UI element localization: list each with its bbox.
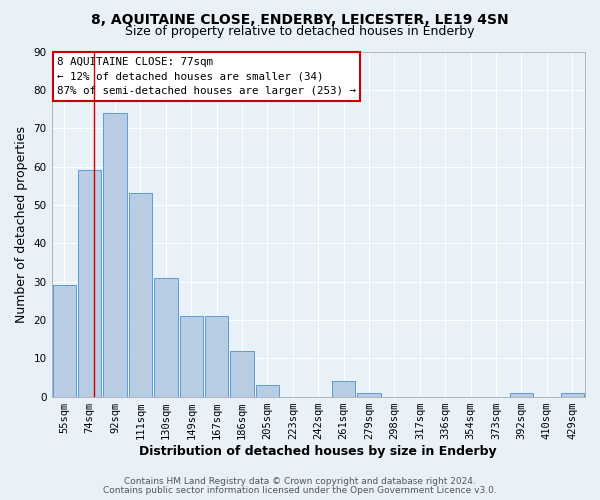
Y-axis label: Number of detached properties: Number of detached properties	[15, 126, 28, 322]
Bar	[78, 170, 101, 396]
Text: Contains public sector information licensed under the Open Government Licence v3: Contains public sector information licen…	[103, 486, 497, 495]
Bar	[510, 392, 533, 396]
Bar	[560, 392, 584, 396]
Text: 8, AQUITAINE CLOSE, ENDERBY, LEICESTER, LE19 4SN: 8, AQUITAINE CLOSE, ENDERBY, LEICESTER, …	[91, 12, 509, 26]
Text: Contains HM Land Registry data © Crown copyright and database right 2024.: Contains HM Land Registry data © Crown c…	[124, 477, 476, 486]
Bar	[332, 381, 355, 396]
Bar	[358, 392, 381, 396]
Text: 8 AQUITAINE CLOSE: 77sqm
← 12% of detached houses are smaller (34)
87% of semi-d: 8 AQUITAINE CLOSE: 77sqm ← 12% of detach…	[57, 56, 356, 96]
Bar	[205, 316, 229, 396]
Bar	[230, 350, 254, 397]
Bar	[53, 286, 76, 397]
Bar	[256, 385, 279, 396]
Bar	[179, 316, 203, 396]
Bar	[129, 194, 152, 396]
Text: Size of property relative to detached houses in Enderby: Size of property relative to detached ho…	[125, 25, 475, 38]
X-axis label: Distribution of detached houses by size in Enderby: Distribution of detached houses by size …	[139, 444, 497, 458]
Bar	[103, 113, 127, 397]
Bar	[154, 278, 178, 396]
